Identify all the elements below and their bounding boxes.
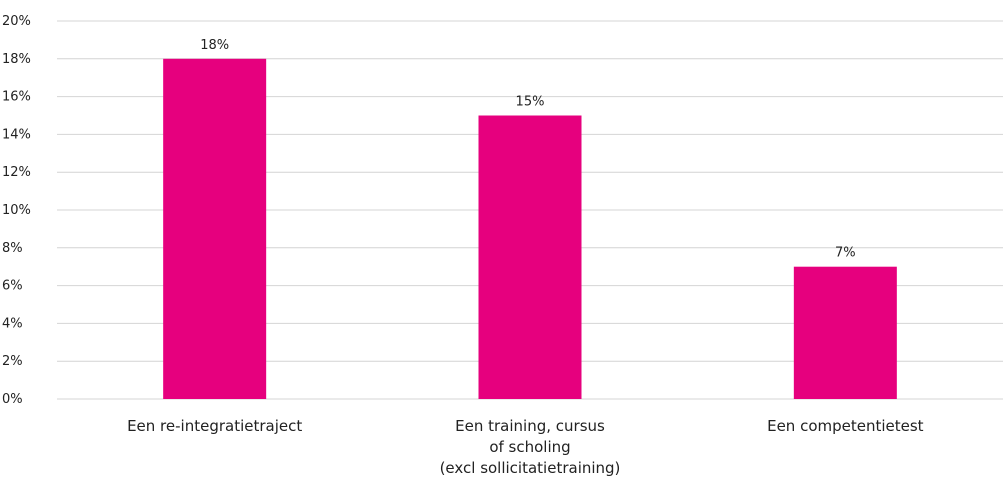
x-category-label: Een competentietest [767,417,924,435]
y-tick-label: 4% [2,316,23,331]
x-category-label: Een training, cursus [455,417,605,435]
y-tick-label: 6% [2,279,23,294]
bar [163,58,267,400]
y-tick-label: 14% [2,127,31,142]
bars [163,58,897,400]
y-tick-label: 12% [2,165,31,180]
x-axis-categories: Een re-integratietraject Een training, cu… [127,417,924,477]
y-tick-label: 8% [2,241,23,256]
x-category-label: Een re-integratietraject [127,417,302,435]
data-label: 7% [835,246,856,261]
data-label: 18% [200,38,229,53]
y-tick-label: 16% [2,90,31,105]
y-tick-label: 18% [2,52,31,67]
x-category-label: (excl sollicitatietraining) [440,459,621,477]
bar [478,115,582,399]
data-label: 15% [516,95,545,110]
y-tick-label: 2% [2,354,23,369]
y-axis-ticks: 0% 2% 4% 6% 8% 10% 12% 14% 16% 18% 20% [2,14,31,407]
bar [793,266,897,399]
data-labels: 18% 15% 7% [200,38,855,261]
y-tick-label: 20% [2,14,31,29]
x-category-label: of scholing [489,438,570,456]
y-tick-label: 0% [2,392,23,407]
y-tick-label: 10% [2,203,31,218]
